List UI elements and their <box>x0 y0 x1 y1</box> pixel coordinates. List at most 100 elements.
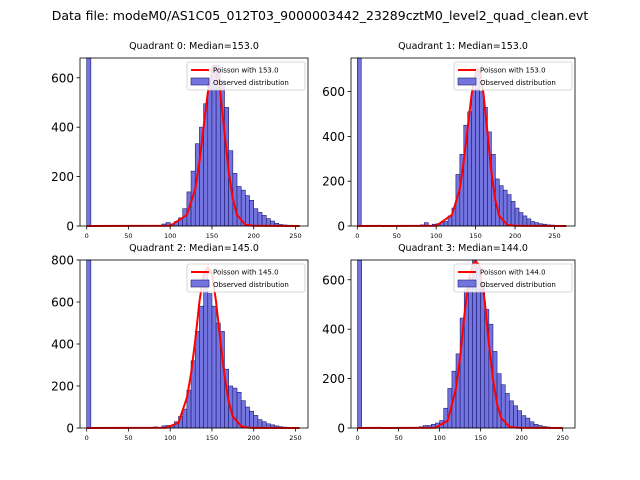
quadrant-2-bar <box>240 400 246 429</box>
quadrant-2-ytick-label: 200 <box>51 380 74 394</box>
quadrant-2-chart: Quadrant 2: Median=145.0 0 50 100 150 200 250 0… <box>51 243 309 442</box>
quadrant-1-bar <box>506 194 512 227</box>
legend-observed-label: Observed distribution <box>213 79 289 87</box>
quadrant-1-bar <box>522 215 528 227</box>
legend-observed-label: Observed distribution <box>480 281 556 289</box>
quadrant-1-bar <box>510 201 516 227</box>
quadrant-3-ytick-label: 200 <box>322 372 345 386</box>
quadrant-0-xtick-label: 150 <box>206 232 218 240</box>
quadrant-2-ytick-label: 600 <box>51 296 74 310</box>
quadrant-3-bar <box>525 417 531 429</box>
quadrant-2-ytick-label: 400 <box>51 338 74 352</box>
legend-poisson-label: Poisson with 153.0 <box>480 67 546 75</box>
quadrant-0-chart: Quadrant 0: Median=153.0 0 50 100 150 200 250 0… <box>51 41 309 240</box>
quadrant-3-xtick-label: 100 <box>433 434 445 442</box>
quadrant-0-bar <box>249 200 255 227</box>
quadrant-0-xtick-label: 50 <box>124 232 132 240</box>
quadrant-1-xtick-label: 250 <box>548 232 560 240</box>
quadrant-3-bar <box>509 400 514 429</box>
quadrant-2-xtick-label: 50 <box>124 434 132 442</box>
quadrant-0-bar <box>86 57 92 227</box>
quadrant-3-poisson-line <box>357 259 563 429</box>
quadrant-1-xtick-label: 150 <box>469 232 481 240</box>
quadrant-3-title: Quadrant 3: Median=144.0 <box>398 243 528 254</box>
quadrant-2-bar <box>182 408 188 429</box>
quadrant-0-ytick-label: 200 <box>51 170 74 184</box>
quadrant-0-ytick-label: 600 <box>51 71 74 85</box>
legend-observed-label: Observed distribution <box>213 281 289 289</box>
legend-box <box>186 61 306 91</box>
quadrant-2-xtick-label: 150 <box>206 434 218 442</box>
quadrant-2-bar <box>199 305 204 429</box>
legend-observed-swatch <box>457 279 477 288</box>
quadrant-2-ytick-label: 800 <box>51 254 74 268</box>
quadrant-3-xtick-label: 50 <box>394 434 402 442</box>
quadrant-2-ytick-label: 0 <box>66 422 74 436</box>
legend-observed-label: Observed distribution <box>480 79 556 87</box>
legend-poisson-label: Poisson with 153.0 <box>213 67 279 75</box>
quadrant-1-ytick-label: 400 <box>322 130 345 144</box>
quadrant-3-legend: Poisson with 144.0 Observed distribution <box>453 263 573 293</box>
quadrant-3-bar <box>517 410 522 429</box>
quadrant-3-bar <box>496 373 502 429</box>
quadrant-1-bar <box>471 89 476 227</box>
quadrant-2-bar <box>257 419 263 429</box>
quadrant-0-xtick-label: 250 <box>289 232 301 240</box>
quadrant-2-bar <box>207 293 213 429</box>
quadrant-1-bar <box>479 91 484 227</box>
quadrant-0-bar <box>207 82 213 227</box>
quadrant-2-title: Quadrant 2: Median=145.0 <box>129 243 259 254</box>
quadrant-0-ytick-label: 400 <box>51 121 74 135</box>
quadrant-3-axes-frame <box>350 259 576 429</box>
quadrant-3-chart: Quadrant 3: Median=144.0 0 50 100 150 200 250 0… <box>322 243 576 442</box>
legend-box <box>453 263 573 293</box>
quadrant-0-bar <box>257 212 263 227</box>
quadrant-1-ytick-label: 600 <box>322 85 345 99</box>
quadrant-2-xtick-label: 200 <box>248 434 260 442</box>
quadrant-0-title: Quadrant 0: Median=153.0 <box>129 41 259 52</box>
quadrant-3-bar <box>468 276 473 429</box>
legend-observed-swatch <box>457 77 477 86</box>
legend-box <box>186 263 306 293</box>
quadrant-1-bar <box>443 221 449 227</box>
quadrant-0-bar <box>261 215 267 227</box>
quadrant-1-ytick-label: 0 <box>337 220 345 234</box>
quadrant-0-bar <box>245 195 250 227</box>
quadrant-1-bar <box>357 57 362 227</box>
quadrant-1-xtick-label: 0 <box>355 232 359 240</box>
quadrant-2-legend: Poisson with 145.0 Observed distribution <box>186 263 306 293</box>
quadrant-1-xtick-label: 50 <box>393 232 401 240</box>
quadrant-2-bar <box>249 410 255 429</box>
quadrant-3-xtick-label: 150 <box>474 434 486 442</box>
quadrant-2-xtick-label: 100 <box>164 434 176 442</box>
quadrant-3-xtick-label: 200 <box>515 434 527 442</box>
quadrant-0-axes-frame <box>79 57 309 227</box>
quadrant-2-bar <box>86 259 92 429</box>
figure-suptitle: Data file: modeM0/AS1C05_012T03_90000034… <box>52 8 589 23</box>
quadrant-0-xtick-label: 200 <box>248 232 260 240</box>
quadrant-3-bar <box>513 405 518 429</box>
quadrant-3-xtick-label: 0 <box>355 434 359 442</box>
quadrant-2-bar <box>203 272 209 429</box>
quadrant-0-legend: Poisson with 153.0 Observed distribution <box>186 61 306 91</box>
quadrant-2-bar <box>194 331 200 429</box>
quadrant-3-bar <box>443 407 449 429</box>
quadrant-1-bar <box>475 71 480 227</box>
quadrant-1-legend: Poisson with 153.0 Observed distribution <box>453 61 573 91</box>
quadrant-0-xtick-label: 100 <box>164 232 176 240</box>
quadrant-3-bar <box>521 415 527 429</box>
quadrant-3-ytick-label: 600 <box>322 273 345 287</box>
quadrant-2-bar <box>211 305 217 429</box>
legend-observed-swatch <box>190 77 210 86</box>
quadrant-1-bar <box>518 212 524 227</box>
quadrant-1-title: Quadrant 1: Median=153.0 <box>398 41 528 52</box>
quadrant-1-xtick-label: 200 <box>509 232 521 240</box>
legend-observed-swatch <box>190 279 210 288</box>
quadrant-1-ytick-label: 200 <box>322 175 345 189</box>
quadrant-1-xtick-label: 100 <box>430 232 442 240</box>
quadrant-2-xtick-label: 250 <box>289 434 301 442</box>
quadrant-2-xtick-label: 0 <box>85 434 89 442</box>
quadrant-3-xtick-label: 250 <box>556 434 568 442</box>
quadrant-1-chart: Quadrant 1: Median=153.0 0 50 100 150 200 250 0… <box>322 41 576 240</box>
